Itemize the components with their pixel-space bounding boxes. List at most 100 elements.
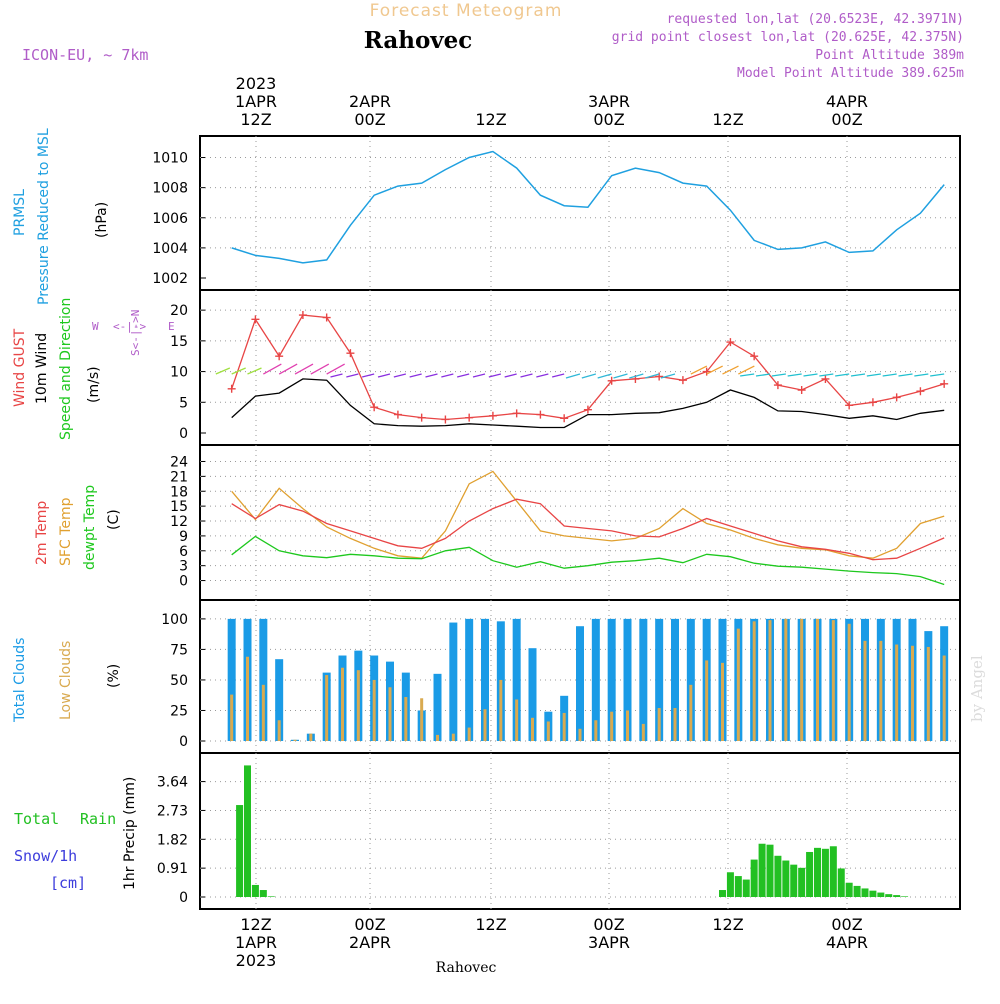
gust-marker xyxy=(346,349,355,358)
bottom-axis-label: 2APR xyxy=(349,933,391,952)
precip-axis-label: 1hr Precip (mm) xyxy=(122,777,138,890)
bottom-axis-label: 12Z xyxy=(240,915,271,934)
wind-arrow xyxy=(263,363,282,375)
low-cloud-bar xyxy=(705,660,709,741)
wind-arrow xyxy=(441,373,454,378)
rain-label-b: Rain xyxy=(80,810,116,828)
precip-frame xyxy=(199,752,961,910)
cloud-bars xyxy=(227,618,949,741)
top-axis-label: 4APR xyxy=(826,92,868,111)
total-cloud-bar xyxy=(607,618,616,741)
gust-marker xyxy=(322,313,331,322)
gust-marker xyxy=(655,372,664,381)
wind-arrow xyxy=(536,373,549,378)
product-title: Forecast Meteogram xyxy=(370,1,563,21)
total-cloud-bar xyxy=(227,618,236,741)
total-cloud-bar xyxy=(512,618,521,741)
wind-arrow xyxy=(629,373,644,379)
point-altitude: Point Altitude 389m xyxy=(815,48,964,63)
rain-label-a: Total xyxy=(14,810,59,828)
cloud-unit: (%) xyxy=(106,664,122,688)
sfc-temp-line xyxy=(231,470,945,559)
low-cloud-bar xyxy=(499,679,503,741)
top-axis-label: 00Z xyxy=(593,110,624,129)
rain-bar xyxy=(236,805,244,897)
precip-ytick-label: 1.82 xyxy=(157,832,188,848)
gust-marker xyxy=(702,367,711,376)
low-cloud-bar xyxy=(610,711,614,741)
low-cloud-bar xyxy=(831,620,835,741)
requested-coords: requested lon,lat (20.6523E, 42.3971N) xyxy=(667,12,964,27)
wind-arrow xyxy=(504,373,517,378)
bottom-axis-label: 00Z xyxy=(354,915,385,934)
gust-marker xyxy=(726,338,735,347)
temp-ytick-label: 24 xyxy=(170,454,188,470)
wind-arrow xyxy=(330,373,343,378)
wind-arrow xyxy=(409,373,422,378)
rain-bar xyxy=(798,867,806,897)
rain-bar xyxy=(750,859,758,897)
gust-marker xyxy=(845,401,854,410)
low-cloud-bar xyxy=(784,618,788,741)
wind-arrow xyxy=(930,373,945,377)
low-cloud-bar xyxy=(404,697,408,741)
footer-location: Rahovec xyxy=(436,960,497,976)
wind-arrow xyxy=(472,373,486,378)
wind-arrow xyxy=(520,373,533,378)
low-cloud-bar xyxy=(436,734,439,741)
low-cloud-bar xyxy=(562,712,566,741)
low-cloud-bar xyxy=(942,655,946,741)
top-axis-label: 12Z xyxy=(712,110,743,129)
total-cloud-bar xyxy=(576,626,584,741)
rain-bar xyxy=(845,882,853,897)
bottom-axis-label: 1APR xyxy=(235,933,277,952)
rain-bar xyxy=(782,860,790,897)
precip-ytick-label: 0 xyxy=(179,890,188,906)
rain-bar xyxy=(734,876,742,897)
total-cloud-bar xyxy=(275,659,284,741)
bottom-axis-label: 4APR xyxy=(826,933,868,952)
wind-arrow xyxy=(581,373,597,379)
pressure-ytick-label: 1008 xyxy=(152,181,188,197)
low-cloud-bar xyxy=(736,628,740,741)
cloud-ytick-label: 100 xyxy=(161,612,188,628)
rain-bar xyxy=(719,890,726,897)
wind-ytick-label: 5 xyxy=(179,395,188,411)
total-cloud-bar xyxy=(686,618,695,741)
wind-arrow xyxy=(644,373,660,379)
low-cloud-bar xyxy=(673,708,677,741)
top-axis-label: 12Z xyxy=(475,110,506,129)
wind-arrow xyxy=(690,365,708,375)
rain-bar xyxy=(774,855,782,897)
wind-ytick-label: 15 xyxy=(170,334,188,350)
wind-arrow xyxy=(346,373,359,378)
top-axis-label: 3APR xyxy=(588,92,630,111)
top-axis-label: 2APR xyxy=(349,92,391,111)
rain-bar xyxy=(790,864,798,897)
low-cloud-bar xyxy=(261,684,265,741)
wind-arrow xyxy=(740,373,755,377)
temp-ytick-label: 0 xyxy=(179,574,188,590)
wind-ytick-label: 0 xyxy=(179,426,188,442)
total-cloud-bar xyxy=(481,618,489,741)
rain-bar xyxy=(853,885,861,897)
t2m-line xyxy=(231,498,945,561)
wind-arrow xyxy=(565,373,581,379)
bottom-axis-label: 00Z xyxy=(831,915,862,934)
compass-we: <-|-> xyxy=(113,320,146,333)
wind-unit: (m/s) xyxy=(86,366,102,403)
wind-arrow xyxy=(488,373,501,378)
snow-label: Snow/1h xyxy=(14,847,77,865)
rain-bar xyxy=(758,843,766,897)
wind-arrow xyxy=(819,373,834,377)
total-cloud-bar xyxy=(433,673,442,741)
temp-unit: (C) xyxy=(106,509,122,530)
total-cloud-bar xyxy=(591,618,600,741)
low-cloud-bar xyxy=(863,640,867,741)
cloud-ytick-label: 50 xyxy=(170,673,188,689)
low-cloud-bar xyxy=(594,720,598,741)
gust-marker xyxy=(821,374,830,383)
gust-marker xyxy=(465,413,474,422)
